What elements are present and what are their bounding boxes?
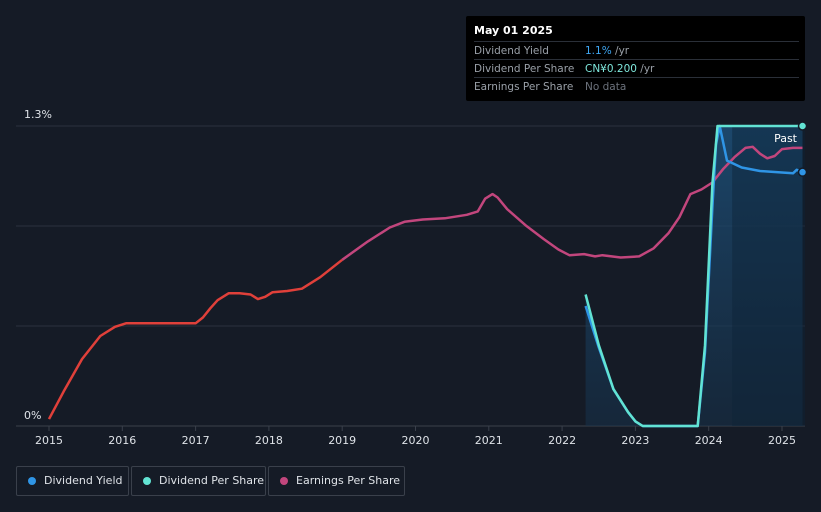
- earnings-line-early: [47, 258, 343, 420]
- tooltip-date: May 01 2025: [474, 24, 553, 37]
- legend-label: Dividend Yield: [44, 474, 123, 487]
- y-tick-label: 0%: [24, 409, 41, 422]
- tooltip-value: No data: [585, 81, 626, 93]
- legend-item-dividend-yield[interactable]: Dividend Yield: [16, 466, 129, 496]
- tooltip-value-number: CN¥0.200: [585, 63, 637, 75]
- x-tick-label: 2024: [695, 434, 723, 447]
- tooltip-row-earnings-per-share: Earnings Per Share No data: [474, 77, 799, 96]
- grid-layer: [16, 125, 805, 427]
- tooltip-row-dividend-per-share: Dividend Per Share CN¥0.200 /yr: [474, 59, 799, 78]
- line-layer: [47, 121, 808, 428]
- tooltip-unit: /yr: [636, 63, 655, 75]
- x-tick-label: 2025: [768, 434, 796, 447]
- tooltip-unit: /yr: [611, 45, 630, 57]
- tooltip-value-number: No data: [585, 81, 627, 93]
- tooltip-value: CN¥0.200 /yr: [585, 63, 654, 75]
- x-tick-label: 2020: [402, 434, 430, 447]
- tooltip-label: Earnings Per Share: [474, 81, 574, 93]
- x-tick-label: 2022: [548, 434, 576, 447]
- y-tick-label: 1.3%: [24, 108, 52, 121]
- legend-label: Earnings Per Share: [296, 474, 401, 487]
- past-label: Past: [774, 132, 798, 145]
- x-tick-label: 2023: [621, 434, 649, 447]
- tooltip-value: 1.1% /yr: [585, 45, 629, 57]
- dividend-per-share-marker: [797, 121, 808, 131]
- past-band: [732, 126, 805, 426]
- legend-item-dividend-per-share[interactable]: Dividend Per Share: [131, 466, 266, 496]
- tooltip-label: Dividend Per Share: [474, 63, 575, 75]
- x-tick-label: 2021: [475, 434, 503, 447]
- legend-label: Dividend Per Share: [159, 474, 265, 487]
- legend-item-earnings-per-share[interactable]: Earnings Per Share: [268, 466, 405, 496]
- tooltip-row-dividend-yield: Dividend Yield 1.1% /yr: [474, 41, 799, 60]
- x-tick-label: 2018: [255, 434, 283, 447]
- legend-dot-icon: [28, 477, 36, 485]
- legend-dot-icon: [280, 477, 288, 485]
- x-tick-label: 2017: [182, 434, 210, 447]
- fill-layer: [585, 126, 805, 426]
- x-tick-label: 2016: [108, 434, 136, 447]
- legend-dot-icon: [143, 477, 151, 485]
- tooltip-label: Dividend Yield: [474, 45, 549, 57]
- earnings-line: [341, 145, 803, 261]
- axis-layer: 1.3% 0% 2015 2016 2017 2018 2019 2020 2021 2022 20…: [24, 108, 798, 447]
- x-tick-label: 2019: [328, 434, 356, 447]
- tooltip-value-number: 1.1%: [585, 45, 612, 57]
- tooltip-panel: May 01 2025 Dividend Yield 1.1% /yr Divi…: [466, 16, 805, 101]
- dividend-area: [585, 126, 803, 426]
- dividend-yield-marker: [797, 167, 808, 177]
- dividend-per-share-line: [584, 124, 803, 428]
- x-tick-label: 2015: [35, 434, 63, 447]
